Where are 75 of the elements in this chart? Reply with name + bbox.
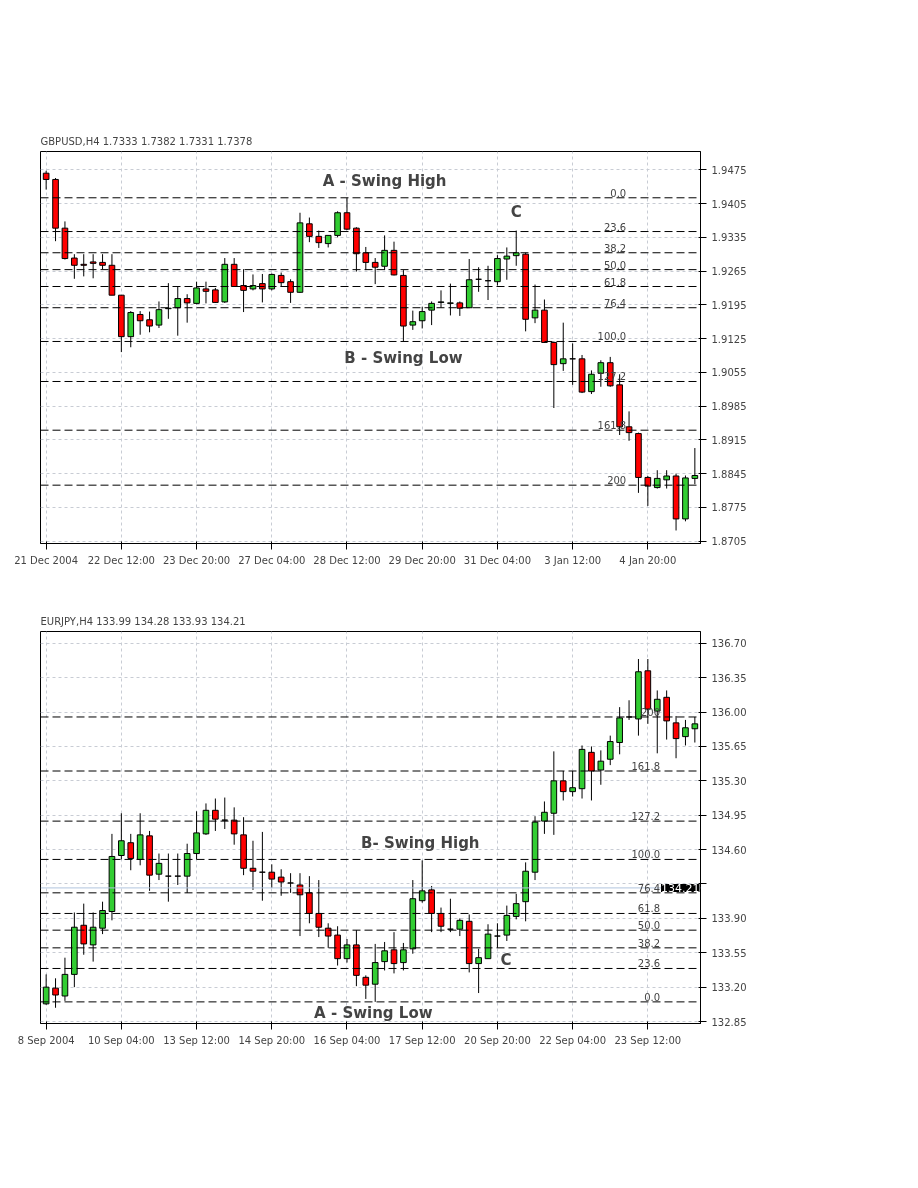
y-tick-label: 1.9265 [711, 266, 747, 278]
annotation: 23.6 [637, 958, 661, 970]
annotation: 127.2 [631, 811, 661, 823]
y-tick-label: 136.35 [711, 672, 747, 684]
annotation: 50.0 [603, 259, 627, 271]
y-tick-label: 1.9335 [711, 232, 747, 244]
y-tick-label: 135.65 [711, 741, 747, 753]
annotation: C [510, 202, 522, 221]
annotation: 200 [607, 475, 627, 487]
x-tick-label: 28 Dec 12:00 [313, 554, 381, 566]
x-tick-label: 22 Dec 12:00 [87, 554, 155, 566]
annotation: 61.8 [603, 276, 627, 288]
y-tick-label: 1.8845 [711, 468, 747, 480]
annotation: 100.0 [597, 331, 627, 343]
chart-title: GBPUSD,H4 1.7333 1.7382 1.7331 1.7378 [40, 135, 253, 147]
annotation: 161.8 [631, 761, 661, 773]
candlestick [606, 735, 614, 766]
y-tick-label: 136.00 [711, 707, 747, 719]
x-tick-label: 22 Sep 04:00 [539, 1034, 607, 1046]
candlestick [362, 974, 370, 1000]
x-tick-label: 10 Sep 04:00 [87, 1034, 155, 1046]
y-tick-label: 1.9125 [711, 333, 747, 345]
y-tick-label: 1.9055 [711, 367, 747, 379]
y-tick-label: 133.90 [711, 913, 747, 925]
candlestick [682, 719, 689, 746]
y-tick-label: 1.8775 [711, 502, 747, 514]
annotation: A - Swing Low [314, 1003, 433, 1022]
annotation: 76.4 [603, 297, 627, 309]
annotation: 23.6 [603, 221, 627, 233]
annotation: 0.0 [644, 991, 661, 1003]
annotation: C [500, 950, 512, 969]
x-tick-label: 14 Sep 20:00 [238, 1034, 306, 1046]
candlestick [42, 170, 50, 191]
annotation: 38.2 [637, 937, 661, 949]
x-tick-label: 8 Sep 2004 [17, 1034, 75, 1046]
annotation: 38.2 [603, 242, 627, 254]
y-tick-label: 132.85 [711, 1016, 747, 1028]
y-tick-label: 1.8985 [711, 401, 747, 413]
y-tick-label: 1.9475 [711, 164, 747, 176]
candlestick [146, 311, 153, 333]
x-tick-label: 13 Sep 12:00 [163, 1034, 230, 1046]
x-tick-label: 17 Sep 12:00 [388, 1034, 456, 1046]
y-tick-label: 1.8915 [711, 434, 747, 446]
annotation: A - Swing High [322, 171, 447, 190]
annotation: 76.4 [637, 882, 661, 894]
y-tick-label: 134.60 [711, 844, 747, 856]
y-tick-label: 1.8705 [711, 536, 747, 548]
x-tick-label: 23 Sep 12:00 [614, 1034, 682, 1046]
ref-line-label: 134.21 [661, 881, 700, 895]
annotation: 50.0 [637, 920, 661, 932]
candlestick [409, 310, 417, 331]
x-tick-label: 4 Jan 20:00 [619, 554, 677, 566]
y-tick-label: 136.70 [711, 638, 747, 650]
y-tick-label: 133.55 [711, 947, 747, 959]
x-tick-label: 16 Sep 04:00 [313, 1034, 381, 1046]
y-tick-label: 1.9405 [711, 198, 747, 210]
annotation: 0.0 [610, 187, 627, 199]
y-tick-label: 1.9195 [711, 299, 747, 311]
x-tick-label: 31 Dec 04:00 [463, 554, 532, 566]
x-tick-label: 23 Dec 20:00 [162, 554, 231, 566]
candlestick [136, 310, 144, 336]
y-tick-label: 133.20 [711, 982, 747, 994]
y-tick-label: 134.95 [711, 810, 747, 822]
chart-title: EURJPY,H4 133.99 134.28 133.93 134.21 [40, 615, 246, 627]
x-tick-label: 21 Dec 2004 [14, 554, 79, 566]
y-tick-label: 135.30 [711, 775, 747, 787]
annotation: B- Swing High [361, 834, 480, 853]
x-tick-label: 27 Dec 04:00 [238, 554, 306, 566]
x-tick-label: 3 Jan 12:00 [544, 554, 602, 566]
candlestick [268, 863, 276, 889]
annotation: 61.8 [637, 903, 661, 915]
x-tick-label: 20 Sep 20:00 [464, 1034, 531, 1046]
x-tick-label: 29 Dec 20:00 [388, 554, 456, 566]
annotation: 100.0 [631, 849, 661, 861]
annotation: B - Swing Low [344, 349, 463, 368]
